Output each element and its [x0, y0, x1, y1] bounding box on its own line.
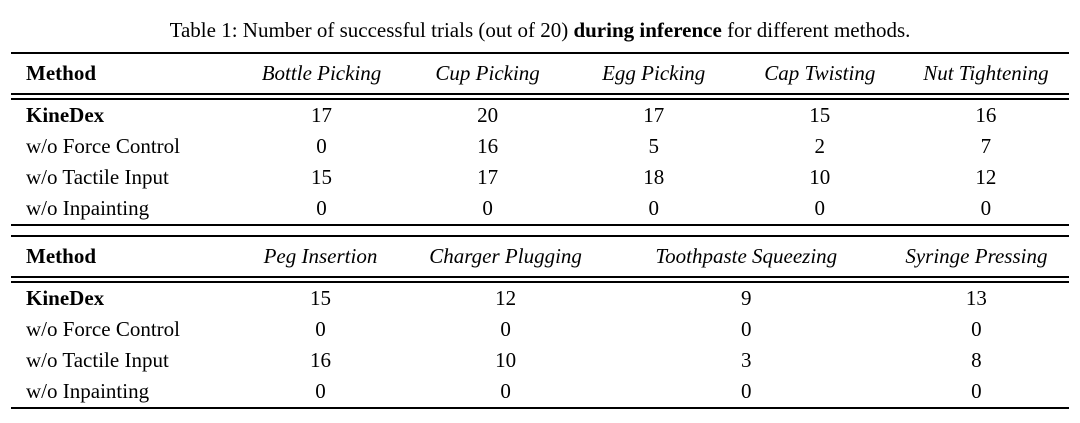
value-cell: 0 [500, 317, 511, 341]
column-header-bottle-picking: Bottle Picking [238, 53, 405, 100]
value-cell: 17 [477, 165, 499, 189]
value-cell: 15 [309, 286, 331, 310]
value-cell: 0 [316, 134, 327, 158]
header-row: Method Peg Insertion Charger Plugging To… [11, 236, 1069, 283]
column-header-cap-twisting: Cap Twisting [736, 53, 903, 100]
value-cell: 20 [477, 103, 499, 127]
column-header-egg-picking: Egg Picking [570, 53, 737, 100]
value-cell: 0 [741, 379, 752, 403]
table-row-wo-tactile-input: w/o Tactile Input 15 17 18 10 12 [11, 162, 1069, 193]
value-cell: 2 [814, 134, 826, 158]
column-header-nut-tightening: Nut Tightening [902, 53, 1069, 100]
column-header-method: Method [11, 236, 239, 283]
value-cell: 16 [477, 134, 499, 158]
value-cell: 5 [648, 134, 659, 158]
value-cell: 0 [500, 379, 511, 403]
value-cell: 0 [741, 317, 752, 341]
method-cell: w/o Force Control [26, 134, 180, 158]
table-row-kinedex: KineDex 15 12 9 13 [11, 280, 1069, 315]
table-row-wo-inpainting: w/o Inpainting 0 0 0 0 0 [11, 193, 1069, 225]
value-cell: 10 [495, 348, 517, 372]
value-cell: 0 [814, 196, 826, 220]
method-cell: w/o Inpainting [26, 196, 150, 220]
column-header-cup-picking: Cup Picking [404, 53, 571, 100]
value-cell: 18 [643, 165, 665, 189]
method-cell: KineDex [26, 286, 105, 310]
column-header-charger-plugging: Charger Plugging [402, 236, 609, 283]
table-caption: Table 1: Number of successful trials (ou… [0, 0, 1080, 44]
value-cell: 0 [315, 379, 326, 403]
value-cell: 12 [495, 286, 517, 310]
caption-text-after: for different methods. [721, 18, 911, 42]
method-cell: w/o Force Control [26, 317, 180, 341]
header-row: Method Bottle Picking Cup Picking Egg Pi… [11, 53, 1069, 100]
value-cell: 16 [309, 348, 331, 372]
table-row-wo-tactile-input: w/o Tactile Input 16 10 3 8 [11, 345, 1069, 376]
value-cell: 0 [315, 317, 326, 341]
value-cell: 17 [643, 103, 665, 127]
value-cell: 0 [980, 196, 992, 220]
method-cell: KineDex [26, 103, 105, 127]
method-cell: w/o Tactile Input [26, 165, 169, 189]
caption-bold-text: during inference [573, 18, 722, 42]
value-cell: 12 [975, 165, 997, 189]
column-header-syringe-pressing: Syringe Pressing [883, 236, 1069, 283]
value-cell: 13 [965, 286, 987, 310]
results-table-picking-twisting: Method Bottle Picking Cup Picking Egg Pi… [11, 52, 1069, 226]
value-cell: 17 [311, 103, 333, 127]
value-cell: 0 [971, 379, 982, 403]
method-cell: w/o Inpainting [26, 379, 150, 403]
column-header-peg-insertion: Peg Insertion [238, 236, 403, 283]
value-cell: 10 [809, 165, 831, 189]
table-row-kinedex: KineDex 17 20 17 15 16 [11, 97, 1069, 132]
results-table-insertion-pressing: Method Peg Insertion Charger Plugging To… [11, 235, 1069, 409]
caption-text-before: Table 1: Number of successful trials (ou… [169, 18, 574, 42]
table-row-wo-force-control: w/o Force Control 0 16 5 2 7 [11, 131, 1069, 162]
value-cell: 16 [975, 103, 997, 127]
method-cell: w/o Tactile Input [26, 348, 169, 372]
value-cell: 3 [741, 348, 752, 372]
table-row-wo-force-control: w/o Force Control 0 0 0 0 [11, 314, 1069, 345]
column-header-method: Method [11, 53, 239, 100]
table-row-wo-inpainting: w/o Inpainting 0 0 0 0 [11, 376, 1069, 408]
value-cell: 0 [648, 196, 659, 220]
value-cell: 8 [971, 348, 982, 372]
value-cell: 9 [741, 286, 752, 310]
column-header-toothpaste-squeezing: Toothpaste Squeezing [608, 236, 884, 283]
value-cell: 7 [980, 134, 992, 158]
value-cell: 0 [316, 196, 327, 220]
value-cell: 0 [971, 317, 982, 341]
value-cell: 15 [809, 103, 831, 127]
value-cell: 15 [311, 165, 333, 189]
value-cell: 0 [482, 196, 493, 220]
